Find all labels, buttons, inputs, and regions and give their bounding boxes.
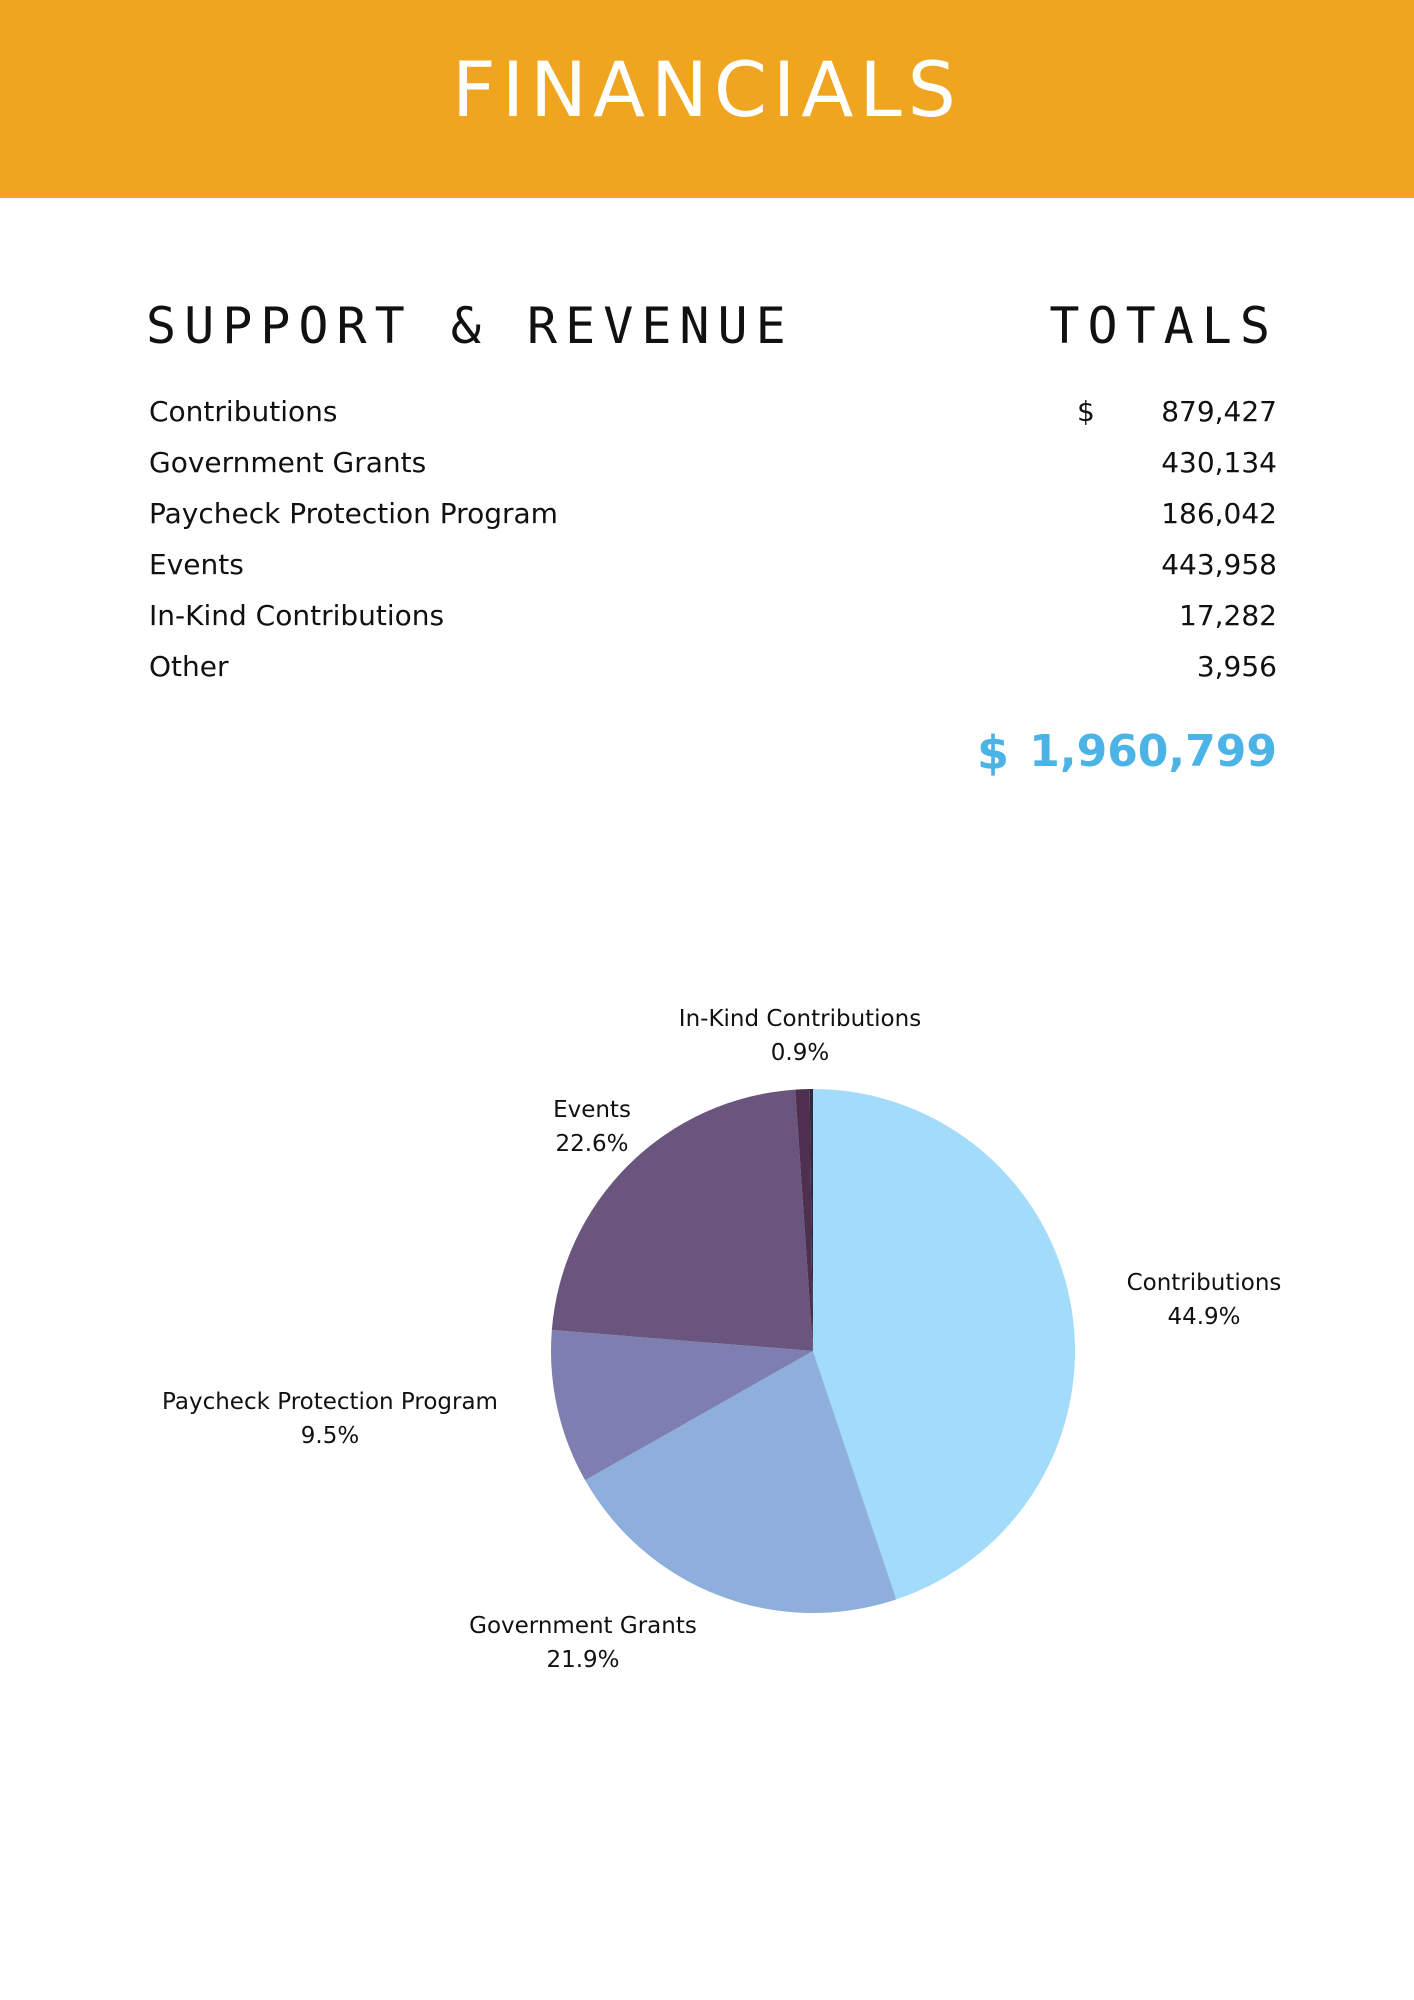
totals-header: TOTALS	[1049, 297, 1278, 355]
row-value: 430,134	[1161, 446, 1277, 479]
table-row: In-Kind Contributions 17,282	[149, 592, 1277, 643]
row-label: Government Grants	[149, 446, 427, 479]
header-banner: FINANCIALS	[0, 0, 1414, 198]
total-value: 1,960,799	[1029, 726, 1277, 777]
row-value: 879,427	[1161, 395, 1277, 428]
row-currency: $	[1077, 395, 1095, 428]
pie-slice-in-kind-contributions	[795, 1089, 813, 1351]
page-title: FINANCIALS	[452, 45, 962, 134]
table-row: Events 443,958	[149, 541, 1277, 592]
row-value: 186,042	[1161, 497, 1277, 530]
section-title: SUPPORT & REVENUE	[146, 297, 794, 355]
pie-label-events: Events	[553, 1097, 631, 1123]
row-label: Contributions	[149, 395, 338, 428]
revenue-table: Contributions $ 879,427 Government Grant…	[149, 388, 1277, 694]
pie-slice-paycheck-protection-program	[551, 1330, 813, 1481]
row-label: In-Kind Contributions	[149, 599, 445, 632]
pie-percent-government: 21.9%	[546, 1647, 619, 1673]
row-label: Events	[149, 548, 244, 581]
table-row: Other 3,956	[149, 643, 1277, 694]
pie-label-ppp: Paycheck Protection Program	[162, 1389, 498, 1415]
pie-slice-contributions	[813, 1089, 1076, 1600]
pie-percent-inkind: 0.9%	[771, 1040, 829, 1066]
row-label: Paycheck Protection Program	[149, 497, 558, 530]
row-label: Other	[149, 650, 229, 683]
table-row: Paycheck Protection Program 186,042	[149, 490, 1277, 541]
total-currency: $	[977, 726, 1010, 780]
pie-percent-contributions: 44.9%	[1167, 1304, 1240, 1330]
row-value: 3,956	[1196, 650, 1277, 683]
pie-slice-other	[809, 1089, 813, 1351]
pie-label-government: Government Grants	[469, 1613, 697, 1639]
pie-percent-events: 22.6%	[555, 1131, 628, 1157]
row-value: 17,282	[1179, 599, 1277, 632]
pie-percent-ppp: 9.5%	[301, 1423, 359, 1449]
pie-label-inkind: In-Kind Contributions	[679, 1006, 921, 1032]
row-value: 443,958	[1161, 548, 1277, 581]
table-row: Contributions $ 879,427	[149, 388, 1277, 439]
pie-label-contributions: Contributions	[1127, 1270, 1282, 1296]
pie-slice-government-grants	[585, 1351, 897, 1613]
pie-slice-events	[551, 1089, 813, 1351]
table-row: Government Grants 430,134	[149, 439, 1277, 490]
